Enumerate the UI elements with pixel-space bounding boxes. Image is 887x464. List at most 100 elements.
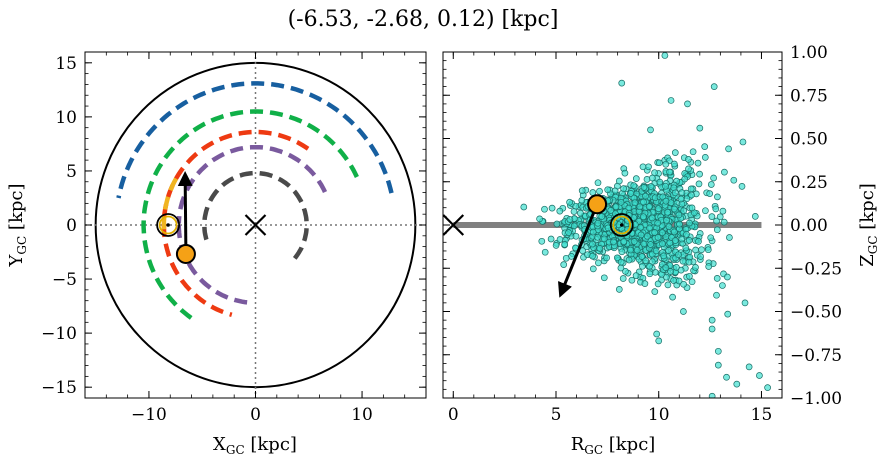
star-point bbox=[671, 160, 678, 168]
star-point bbox=[560, 261, 568, 268]
star-point bbox=[625, 256, 633, 264]
sun-marker-right-outer bbox=[609, 213, 634, 237]
right-ytick-label: 0.50 bbox=[790, 130, 828, 150]
star-point bbox=[541, 205, 548, 213]
star-point bbox=[670, 205, 678, 213]
right-ytick-label: 0.00 bbox=[790, 216, 828, 236]
star-point bbox=[685, 237, 693, 244]
galactic-center-marker-right bbox=[443, 214, 465, 236]
star-point bbox=[603, 254, 610, 262]
star-point bbox=[707, 234, 715, 242]
object-marker-right bbox=[587, 194, 608, 215]
star-point bbox=[678, 189, 686, 196]
right-xtick-label: 15 bbox=[751, 405, 773, 425]
star-point bbox=[630, 182, 638, 189]
star-point bbox=[662, 197, 670, 205]
star-point bbox=[594, 233, 601, 241]
star-point bbox=[662, 264, 670, 271]
star-point bbox=[697, 253, 704, 260]
star-point bbox=[662, 160, 670, 168]
star-point bbox=[719, 207, 727, 215]
star-point-outlier bbox=[764, 384, 771, 391]
star-point bbox=[708, 213, 716, 220]
star-point bbox=[708, 325, 716, 333]
star-point-outlier bbox=[696, 124, 704, 132]
star-point bbox=[594, 179, 602, 187]
star-point bbox=[548, 204, 556, 212]
sun-marker-left-ring bbox=[158, 215, 178, 235]
right-axis-ticks: 0 5 10 15 −1.00 −0.75 −0.50 −0.25 0.00 0.25 0.50 0.… bbox=[443, 43, 842, 425]
star-point bbox=[643, 176, 651, 183]
star-point bbox=[578, 187, 586, 194]
star-point bbox=[536, 215, 543, 223]
star-point bbox=[713, 226, 721, 234]
left-xlabel: XGC [kpc] bbox=[213, 434, 297, 457]
star-point bbox=[628, 276, 636, 284]
star-point bbox=[598, 213, 606, 220]
star-point bbox=[589, 240, 596, 248]
spiral-arm-5 bbox=[116, 81, 394, 199]
star-point-outlier bbox=[647, 126, 654, 134]
star-point bbox=[707, 181, 715, 188]
star-point bbox=[645, 203, 653, 210]
star-point bbox=[596, 187, 603, 195]
star-point bbox=[617, 264, 625, 272]
left-ytick-label: 15 bbox=[55, 54, 77, 74]
star-point bbox=[665, 247, 672, 254]
star-point bbox=[640, 198, 647, 206]
star-point bbox=[673, 264, 680, 271]
star-point bbox=[520, 203, 528, 211]
star-point-outlier bbox=[710, 83, 718, 90]
star-point-outlier bbox=[680, 308, 687, 315]
sun-marker-right-ring bbox=[612, 215, 632, 235]
star-point bbox=[688, 204, 696, 212]
star-point bbox=[658, 229, 666, 237]
star-point-outlier bbox=[653, 330, 661, 338]
right-plot-area bbox=[443, 52, 771, 398]
star-point bbox=[561, 241, 569, 248]
right-xtick-label: 0 bbox=[448, 405, 459, 425]
star-point bbox=[636, 203, 644, 211]
star-point bbox=[670, 277, 677, 284]
star-point bbox=[701, 143, 709, 150]
star-point bbox=[594, 219, 602, 227]
star-point bbox=[541, 248, 549, 256]
star-point bbox=[713, 275, 721, 282]
star-point bbox=[677, 195, 685, 203]
star-point bbox=[642, 257, 650, 264]
star-point bbox=[692, 264, 699, 271]
spiral-arm-1 bbox=[176, 144, 328, 224]
star-point bbox=[577, 209, 584, 217]
star-point bbox=[669, 293, 676, 301]
star-point bbox=[680, 207, 688, 215]
sun-marker-left-outer bbox=[156, 213, 181, 237]
star-point bbox=[671, 189, 679, 197]
star-point bbox=[637, 231, 645, 239]
star-point-outlier bbox=[739, 138, 747, 146]
star-point bbox=[713, 217, 720, 225]
star-point-outlier bbox=[741, 299, 749, 307]
star-point bbox=[686, 219, 693, 227]
star-point bbox=[704, 246, 712, 254]
star-point bbox=[712, 205, 720, 213]
star-point-outlier bbox=[725, 145, 732, 153]
star-point bbox=[639, 213, 647, 221]
star-point-outlier bbox=[723, 373, 730, 381]
star-point bbox=[685, 258, 693, 266]
star-point-outlier bbox=[714, 347, 722, 355]
star-point bbox=[600, 274, 608, 282]
spiral-arm-6 bbox=[161, 177, 179, 232]
star-point bbox=[596, 245, 604, 252]
star-point bbox=[696, 170, 703, 178]
right-xtick-label: 10 bbox=[648, 405, 670, 425]
star-point bbox=[652, 247, 660, 255]
star-point bbox=[660, 252, 668, 260]
star-point-outlier bbox=[708, 316, 716, 324]
star-point bbox=[654, 234, 662, 241]
star-point bbox=[687, 185, 695, 193]
star-point bbox=[604, 186, 612, 194]
star-point bbox=[713, 291, 720, 299]
left-xtick-label: 0 bbox=[250, 405, 261, 425]
right-ytick-label: −1.00 bbox=[790, 389, 842, 409]
